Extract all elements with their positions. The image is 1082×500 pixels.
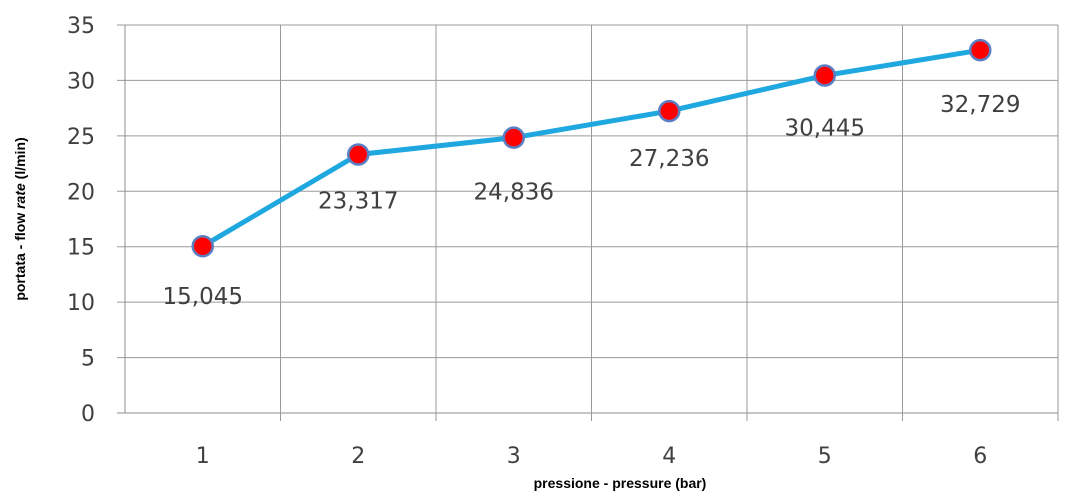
y-tick-label: 35 (67, 14, 95, 39)
y-tick-label: 30 (67, 69, 95, 94)
x-tick-label: 1 (196, 444, 210, 469)
y-axis-ticks: 0 5 10 15 20 25 30 35 (67, 14, 95, 427)
x-axis-ticks: 1 2 3 4 5 6 (196, 444, 988, 469)
y-axis-title-suffix: (l/min) (12, 137, 28, 183)
data-point (348, 145, 368, 165)
data-point (659, 101, 679, 121)
x-tick-label: 2 (351, 444, 365, 469)
x-tick-label: 4 (662, 444, 676, 469)
data-label: 27,236 (629, 146, 709, 172)
x-tick-label: 5 (818, 444, 832, 469)
y-tick-label: 20 (67, 180, 95, 205)
y-tick-label: 15 (67, 236, 95, 261)
x-tick-label: 6 (973, 444, 987, 469)
y-tick-label: 10 (67, 291, 95, 316)
data-point (504, 128, 524, 148)
y-axis-title: portata - flow rate (l/min) (12, 137, 28, 300)
y-tick-label: 25 (67, 125, 95, 150)
data-label: 24,836 (474, 180, 554, 206)
y-tick-label: 0 (81, 402, 95, 427)
y-axis-title-prefix: portata - flow (12, 209, 28, 301)
x-axis-title: pressione - pressure (bar) (534, 475, 707, 491)
data-point (193, 236, 213, 256)
data-label: 30,445 (785, 115, 865, 141)
data-point (815, 65, 835, 85)
data-label: 32,729 (940, 92, 1020, 118)
data-label: 15,045 (163, 284, 243, 310)
y-tick-label: 5 (81, 347, 95, 372)
y-axis-title-italic: rate (12, 183, 28, 209)
x-tick-label: 3 (507, 444, 521, 469)
data-point (970, 40, 990, 60)
data-label: 23,317 (318, 189, 398, 215)
